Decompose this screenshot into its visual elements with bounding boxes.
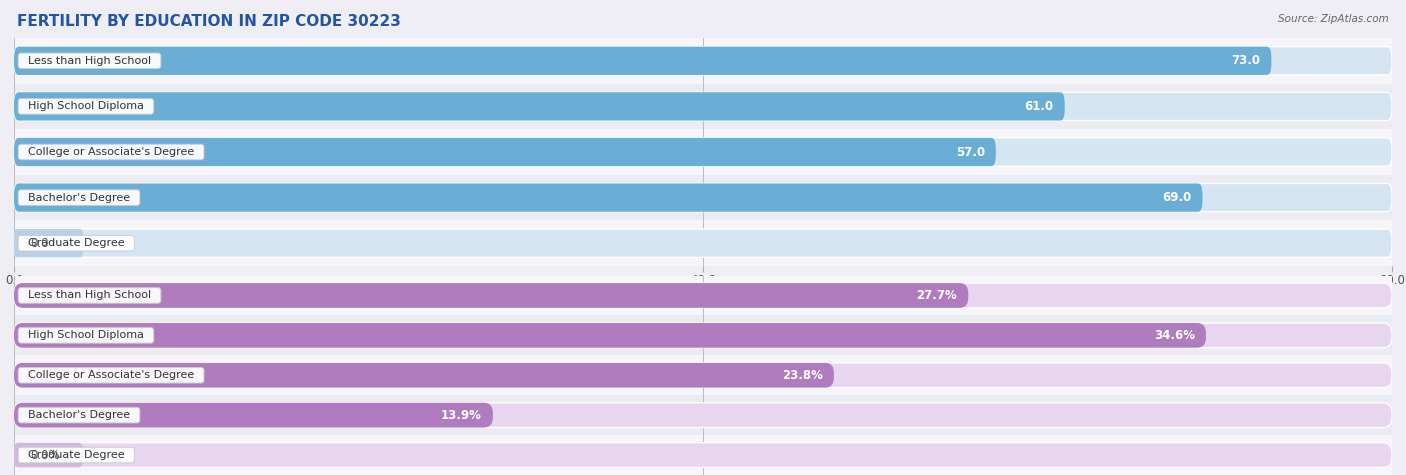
Text: FERTILITY BY EDUCATION IN ZIP CODE 30223: FERTILITY BY EDUCATION IN ZIP CODE 30223 bbox=[17, 14, 401, 29]
Text: Bachelor's Degree: Bachelor's Degree bbox=[21, 192, 136, 203]
FancyBboxPatch shape bbox=[14, 220, 1392, 266]
FancyBboxPatch shape bbox=[14, 323, 1206, 348]
FancyBboxPatch shape bbox=[14, 183, 1392, 212]
Text: High School Diploma: High School Diploma bbox=[21, 330, 150, 341]
FancyBboxPatch shape bbox=[14, 229, 83, 257]
Text: 0.0%: 0.0% bbox=[31, 448, 60, 462]
FancyBboxPatch shape bbox=[14, 276, 1392, 315]
Text: College or Associate's Degree: College or Associate's Degree bbox=[21, 147, 201, 157]
FancyBboxPatch shape bbox=[14, 38, 1392, 84]
FancyBboxPatch shape bbox=[14, 183, 1202, 212]
Text: 0.0: 0.0 bbox=[31, 237, 49, 250]
FancyBboxPatch shape bbox=[14, 435, 1392, 475]
Text: Bachelor's Degree: Bachelor's Degree bbox=[21, 410, 136, 420]
FancyBboxPatch shape bbox=[14, 323, 1392, 348]
FancyBboxPatch shape bbox=[14, 129, 1392, 175]
FancyBboxPatch shape bbox=[14, 92, 1392, 121]
Text: Source: ZipAtlas.com: Source: ZipAtlas.com bbox=[1278, 14, 1389, 24]
Text: Less than High School: Less than High School bbox=[21, 290, 157, 301]
Text: 57.0: 57.0 bbox=[956, 145, 984, 159]
FancyBboxPatch shape bbox=[14, 138, 1392, 166]
FancyBboxPatch shape bbox=[14, 175, 1392, 220]
FancyBboxPatch shape bbox=[14, 92, 1064, 121]
FancyBboxPatch shape bbox=[14, 283, 969, 308]
FancyBboxPatch shape bbox=[14, 84, 1392, 129]
Text: Less than High School: Less than High School bbox=[21, 56, 157, 66]
Text: 34.6%: 34.6% bbox=[1154, 329, 1195, 342]
FancyBboxPatch shape bbox=[14, 138, 995, 166]
FancyBboxPatch shape bbox=[14, 395, 1392, 435]
Text: 27.7%: 27.7% bbox=[917, 289, 957, 302]
FancyBboxPatch shape bbox=[14, 403, 1392, 428]
FancyBboxPatch shape bbox=[14, 229, 1392, 257]
FancyBboxPatch shape bbox=[14, 355, 1392, 395]
FancyBboxPatch shape bbox=[14, 363, 834, 388]
FancyBboxPatch shape bbox=[14, 363, 1392, 388]
Text: 73.0: 73.0 bbox=[1232, 54, 1260, 67]
Text: 61.0: 61.0 bbox=[1025, 100, 1053, 113]
Text: Graduate Degree: Graduate Degree bbox=[21, 238, 132, 248]
FancyBboxPatch shape bbox=[14, 47, 1392, 75]
FancyBboxPatch shape bbox=[14, 403, 494, 428]
Text: Graduate Degree: Graduate Degree bbox=[21, 450, 132, 460]
FancyBboxPatch shape bbox=[14, 283, 1392, 308]
Text: College or Associate's Degree: College or Associate's Degree bbox=[21, 370, 201, 380]
FancyBboxPatch shape bbox=[14, 443, 83, 467]
Text: 13.9%: 13.9% bbox=[441, 408, 482, 422]
FancyBboxPatch shape bbox=[14, 47, 1271, 75]
FancyBboxPatch shape bbox=[14, 315, 1392, 355]
Text: 69.0: 69.0 bbox=[1163, 191, 1191, 204]
Text: High School Diploma: High School Diploma bbox=[21, 101, 150, 112]
Text: 23.8%: 23.8% bbox=[782, 369, 823, 382]
FancyBboxPatch shape bbox=[14, 443, 1392, 467]
